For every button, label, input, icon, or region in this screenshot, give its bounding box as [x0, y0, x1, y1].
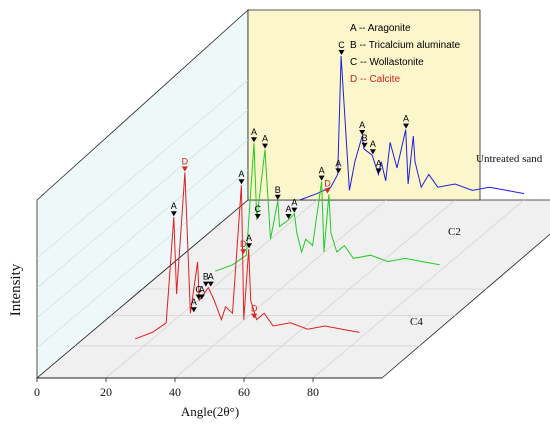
- peak-label: C: [255, 204, 262, 214]
- peak-label: D: [240, 239, 247, 249]
- left-wall-grid: [36, 79, 249, 349]
- peak-label: A: [335, 158, 341, 168]
- x-tick-label: 0: [34, 385, 40, 399]
- peak-marker: [254, 214, 261, 219]
- peak-marker: [324, 188, 331, 194]
- series-label-untreated-sand: Untreated sand: [476, 153, 543, 165]
- x-axis-title: Angle(2θ°): [181, 404, 239, 419]
- peak-label: D: [251, 304, 258, 314]
- x-tick-label: 20: [100, 385, 112, 399]
- x-axis-ticks: 0 20 40 60 80: [34, 378, 319, 399]
- peak-marker: [361, 142, 368, 148]
- depth-grid-line: [174, 199, 387, 379]
- series-line: [135, 172, 360, 340]
- series-label-c4: C4: [410, 316, 423, 328]
- peak-marker: [170, 211, 177, 217]
- peak-label: D: [324, 178, 331, 188]
- peak-label: A: [376, 158, 382, 168]
- peak-marker: [318, 175, 325, 181]
- peak-marker: [338, 50, 345, 55]
- peak-label: A: [359, 120, 365, 130]
- series-label-c2: C2: [448, 226, 461, 238]
- peak-label: A: [403, 114, 409, 124]
- peak-marker: [274, 194, 281, 200]
- x-tick-label: 80: [307, 385, 319, 399]
- peak-label: B: [275, 185, 281, 195]
- peak-label: A: [191, 297, 197, 307]
- peak-label: C: [195, 284, 202, 294]
- peak-marker: [403, 123, 410, 129]
- legend-item-aragonite: A -- Aragonite: [350, 23, 411, 34]
- peak-marker: [285, 214, 292, 219]
- peak-marker: [181, 166, 188, 172]
- x-tick-label: 40: [169, 385, 181, 399]
- peak-marker: [190, 307, 197, 313]
- peak-label: A: [319, 166, 325, 176]
- peak-label: A: [291, 198, 297, 208]
- wall-grid-line: [36, 79, 249, 259]
- series-line: [215, 143, 440, 272]
- peak-marker: [198, 294, 205, 300]
- peak-marker: [246, 243, 253, 249]
- peak-label: C: [338, 40, 345, 50]
- floor-grid: [74, 199, 525, 379]
- peak-marker: [240, 249, 247, 255]
- peak-label: A: [246, 233, 252, 243]
- peak-marker: [238, 179, 245, 185]
- peak-label: A: [285, 204, 291, 214]
- wall-grid-line: [36, 109, 249, 289]
- peak-marker: [359, 130, 366, 135]
- peak-marker: [207, 281, 214, 287]
- peak-label: A: [199, 284, 205, 294]
- series-line: [299, 55, 525, 201]
- wall-grid-line: [36, 139, 249, 319]
- wall-grid-line: [36, 169, 249, 349]
- peak-marker: [250, 137, 257, 143]
- y-axis-title: Intensity: [8, 263, 24, 316]
- depth-grid-line: [243, 199, 456, 379]
- depth-grid-line: [312, 199, 525, 379]
- peak-marker: [262, 143, 269, 149]
- legend-item-tricalcium-aluminate: B -- Tricalcium aluminate: [350, 40, 460, 51]
- legend: A -- Aragonite B -- Tricalcium aluminate…: [350, 23, 460, 85]
- peak-marker: [369, 149, 376, 155]
- peak-label: A: [171, 201, 177, 211]
- peak-label: B: [362, 133, 368, 143]
- peak-label: A: [370, 139, 376, 149]
- depth-grid-line: [105, 199, 318, 379]
- peak-marker: [335, 168, 342, 174]
- back-wall: [247, 9, 481, 201]
- peak-label: A: [262, 134, 268, 144]
- peak-label: A: [238, 169, 244, 179]
- legend-item-calcite: D -- Calcite: [350, 74, 400, 85]
- peak-marker: [375, 168, 382, 174]
- peak-label: A: [208, 272, 214, 282]
- peak-marker: [291, 207, 298, 213]
- peak-label: A: [251, 127, 257, 137]
- peak-marker: [202, 281, 209, 287]
- peak-label: B: [203, 272, 209, 282]
- peak-marker: [251, 313, 258, 319]
- series-layer: [135, 55, 525, 340]
- x-tick-label: 60: [238, 385, 250, 399]
- legend-item-wollastonite: C -- Wollastonite: [350, 57, 424, 68]
- peak-label: D: [182, 156, 189, 166]
